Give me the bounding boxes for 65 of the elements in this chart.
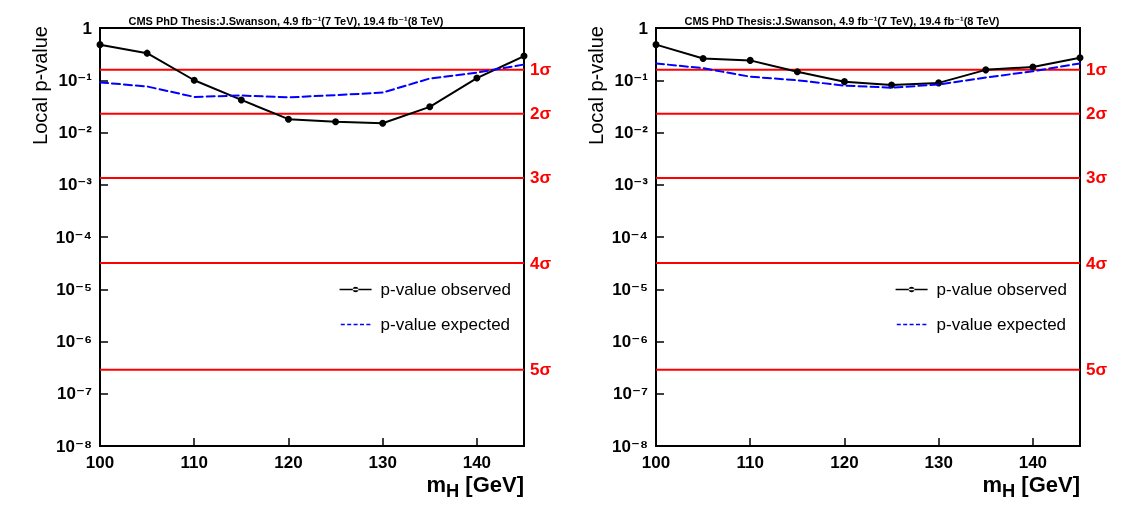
- ref-line-label: 1σ: [1086, 60, 1108, 80]
- y-axis-title: Local p-value: [29, 26, 51, 145]
- x-tick-label: 140: [462, 453, 492, 472]
- y-tick-label: 10⁻⁷: [613, 384, 648, 404]
- ref-line-label: 1σ: [530, 60, 552, 80]
- y-axis-title: Local p-value: [585, 26, 607, 145]
- y-tick-label: 1: [82, 18, 92, 38]
- y-tick-label: 10⁻⁴: [611, 227, 648, 247]
- ref-line-label: 5σ: [1086, 360, 1108, 380]
- y-tick-label: 10⁻³: [58, 175, 93, 195]
- legend-label: p-value expected: [380, 315, 511, 334]
- x-tick-label: 100: [641, 453, 671, 472]
- ref-line-label: 2σ: [1086, 104, 1108, 124]
- x-tick-label: 100: [85, 453, 115, 472]
- x-tick-label: 120: [274, 453, 303, 472]
- x-tick-label: 120: [830, 453, 859, 472]
- point: [982, 66, 990, 74]
- x-tick-label: 110: [736, 453, 764, 472]
- point: [793, 68, 801, 76]
- y-tick-label: 10⁻⁷: [57, 384, 92, 404]
- point: [190, 76, 198, 84]
- point: [652, 41, 660, 49]
- y-tick-label: 10⁻²: [614, 123, 649, 142]
- y-tick-label: 10⁻⁸: [56, 436, 92, 456]
- y-tick-label: 10⁻⁶: [56, 332, 92, 351]
- y-tick-label: 10⁻⁴: [55, 227, 92, 247]
- point: [332, 118, 340, 126]
- y-tick-label: 10⁻¹: [58, 70, 93, 90]
- point: [746, 56, 754, 64]
- ref-line-label: 5σ: [530, 360, 552, 380]
- legend-label: p-value observed: [936, 280, 1068, 299]
- x-tick-label: 130: [924, 453, 953, 472]
- ref-line-label: 4σ: [1086, 253, 1108, 273]
- point: [237, 96, 245, 104]
- x-axis-title: m$_{H}$ [GeV]: [982, 472, 1080, 503]
- point: [426, 103, 434, 111]
- chart-title: CMS PhD Thesis:J.Swanson, 4.9 fb⁻¹(7 TeV), 19.4 fb⁻¹(8 TeV): [684, 14, 1000, 27]
- y-tick-label: 10⁻⁸: [612, 436, 648, 456]
- y-tick-label: 10⁻¹: [614, 70, 649, 90]
- chart-title: CMS PhD Thesis:J.Swanson, 4.9 fb⁻¹(7 TeV), 19.4 fb⁻¹(8 TeV): [128, 14, 444, 27]
- point: [96, 41, 104, 49]
- x-tick-label: 130: [368, 453, 397, 472]
- y-tick-label: 10⁻²: [58, 123, 93, 142]
- ref-line-label: 2σ: [530, 104, 552, 124]
- ref-line-label: 3σ: [1086, 168, 1108, 188]
- point: [1029, 63, 1037, 71]
- point: [284, 115, 292, 123]
- y-tick-label: 1: [638, 18, 648, 38]
- y-tick-label: 10⁻⁶: [612, 332, 648, 351]
- x-axis-title: m$_{H}$ [GeV]: [426, 472, 524, 503]
- x-tick-label: 140: [1018, 453, 1048, 472]
- point: [840, 78, 848, 86]
- y-tick-label: 10⁻⁵: [612, 279, 648, 299]
- point: [473, 74, 481, 82]
- point: [379, 119, 387, 127]
- y-tick-label: 10⁻⁵: [56, 279, 92, 299]
- ref-line-label: 4σ: [530, 253, 552, 273]
- y-tick-label: 10⁻³: [614, 175, 649, 195]
- legend-label: p-value expected: [936, 315, 1067, 334]
- legend-label: p-value observed: [380, 280, 512, 299]
- point: [1076, 54, 1084, 62]
- point: [143, 49, 151, 57]
- x-tick-label: 110: [180, 453, 208, 472]
- point: [699, 55, 707, 63]
- ref-line-label: 3σ: [530, 168, 552, 188]
